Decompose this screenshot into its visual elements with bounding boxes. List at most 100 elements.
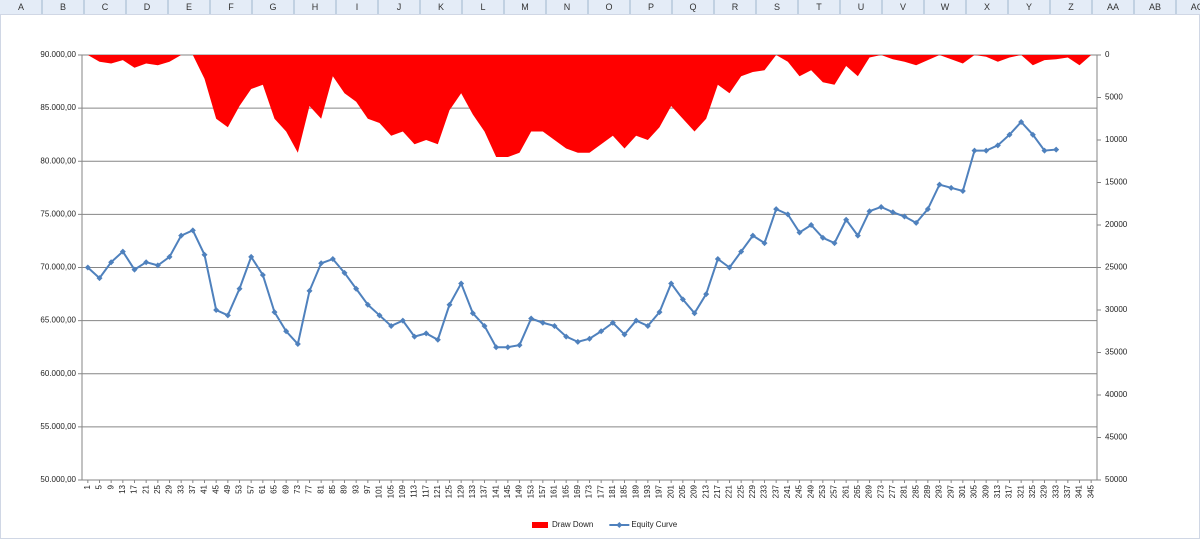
x-tick-label: 81 [316, 484, 325, 493]
legend-marker [616, 522, 623, 528]
equity-marker [1041, 147, 1048, 154]
y-tick-label: 55.000,00 [40, 422, 76, 431]
equity-marker [318, 260, 325, 267]
column-header: AA [1107, 2, 1119, 12]
x-tick-label: 225 [736, 484, 745, 498]
column-header: W [941, 2, 950, 12]
equity-marker [399, 317, 406, 324]
column-header: M [521, 2, 529, 12]
equity-marker [644, 322, 651, 329]
equity-marker [971, 147, 978, 154]
x-tick-label: 309 [981, 484, 990, 498]
equity-marker [773, 206, 780, 213]
x-tick-label: 321 [1016, 484, 1025, 498]
legend-swatch [532, 522, 548, 528]
equity-marker [201, 251, 208, 258]
equity-marker [691, 310, 698, 317]
equity-marker [504, 344, 511, 351]
column-header: C [102, 2, 109, 12]
equity-marker [493, 344, 500, 351]
y-tick-label: 70.000,00 [40, 263, 76, 272]
x-tick-label: 201 [666, 484, 675, 498]
x-tick-label: 337 [1063, 484, 1072, 498]
equity-marker [983, 147, 990, 154]
x-tick-label: 169 [573, 484, 582, 498]
x-tick-label: 341 [1075, 484, 1084, 498]
column-header: AC [1191, 2, 1200, 12]
x-tick-label: 305 [970, 484, 979, 498]
column-header: S [774, 2, 780, 12]
column-header: O [605, 2, 612, 12]
x-tick-label: 149 [515, 484, 524, 498]
x-tick-label: 261 [841, 484, 850, 498]
x-tick-label: 65 [270, 484, 279, 493]
equity-marker [388, 322, 395, 329]
equity-marker [411, 333, 418, 340]
x-tick-label: 125 [445, 484, 454, 498]
equity-marker [843, 216, 850, 223]
chart: 50.000,00 55.000,00 60.000,00 65.000,00 70.0… [40, 50, 1127, 529]
equity-marker [959, 188, 966, 194]
x-tick-label: 97 [363, 484, 372, 493]
x-tick-label: 265 [853, 484, 862, 498]
x-tick-label: 105 [386, 484, 395, 498]
x-tick-label: 93 [351, 484, 360, 493]
x-tick-label: 181 [608, 484, 617, 498]
x-tick-label: 5 [95, 484, 104, 489]
equity-marker [528, 315, 535, 322]
x-tick-label: 233 [760, 484, 769, 498]
equity-marker [598, 328, 605, 335]
equity-marker [796, 229, 803, 236]
column-header: U [858, 2, 865, 12]
equity-marker [166, 253, 173, 260]
x-tick-label: 17 [130, 484, 139, 493]
legend-label: Draw Down [552, 520, 593, 529]
x-tick-label: 45 [211, 484, 220, 493]
equity-marker [481, 322, 488, 329]
column-header: D [144, 2, 151, 12]
y-tick-label: 75.000,00 [40, 209, 76, 218]
x-tick-label: 161 [550, 484, 559, 498]
equity-marker [994, 142, 1001, 149]
column-header-bar [0, 0, 1200, 14]
equity-marker [878, 203, 885, 210]
equity-marker [154, 262, 161, 269]
x-tick-label: 213 [701, 484, 710, 498]
column-header: T [816, 2, 822, 12]
x-tick-label: 41 [200, 484, 209, 493]
equity-marker [119, 248, 126, 255]
equity-marker [294, 341, 301, 347]
column-header: Z [1068, 2, 1074, 12]
x-tick-label: 329 [1040, 484, 1049, 498]
x-tick-label: 189 [631, 484, 640, 498]
column-header: J [397, 2, 402, 12]
x-tick-label: 205 [678, 484, 687, 498]
equity-marker [108, 259, 115, 266]
equity-marker [901, 213, 908, 220]
y2-tick-label: 40000 [1105, 390, 1128, 399]
column-header: Q [689, 2, 696, 12]
x-tick-label: 141 [491, 484, 500, 498]
column-header: P [648, 2, 654, 12]
x-tick-label: 145 [503, 484, 512, 498]
equity-marker [609, 319, 616, 326]
y-tick-label: 60.000,00 [40, 369, 76, 378]
x-tick-label: 269 [865, 484, 874, 498]
x-tick-label: 137 [480, 484, 489, 498]
x-tick-label: 173 [585, 484, 594, 498]
x-tick-label: 197 [655, 484, 664, 498]
x-tick-label: 21 [141, 484, 150, 493]
equity-marker [586, 335, 593, 342]
x-tick-label: 121 [433, 484, 442, 498]
equity-marker [271, 309, 278, 316]
x-tick-label: 293 [935, 484, 944, 498]
x-tick-label: 25 [153, 484, 162, 493]
equity-marker [178, 232, 185, 239]
equity-marker [189, 227, 196, 234]
equity-marker [551, 322, 558, 329]
equity-marker [563, 333, 570, 340]
equity-marker [446, 301, 453, 308]
x-tick-label: 209 [690, 484, 699, 498]
equity-marker [213, 307, 220, 313]
